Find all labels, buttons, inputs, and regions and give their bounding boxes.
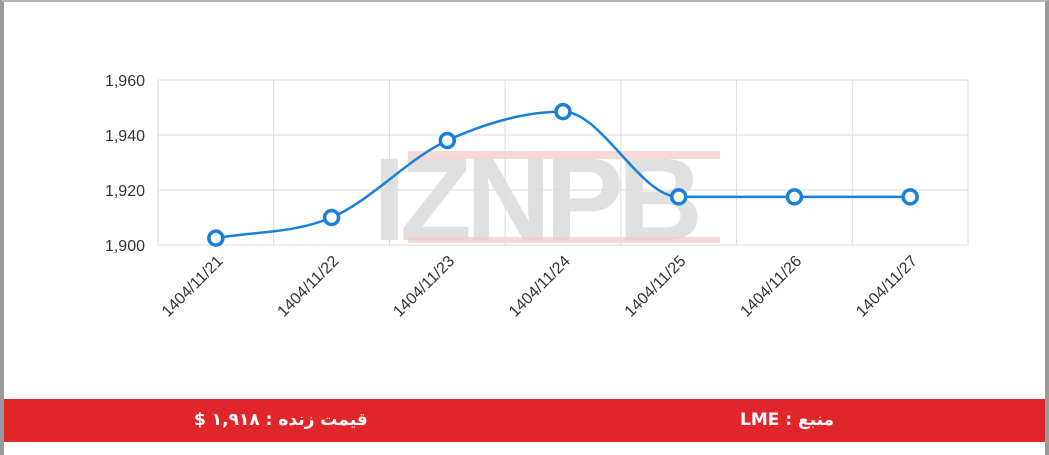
watermark-stripe: [408, 151, 720, 159]
x-tick-label: 1404/11/22: [275, 253, 343, 321]
x-tick-label: 1404/11/27: [853, 253, 921, 321]
data-point: [207, 229, 225, 247]
data-point: [669, 188, 688, 206]
live-price-label: قیمت زنده : ۱,۹۱۸ $: [194, 410, 368, 430]
data-point: [322, 208, 341, 227]
y-tick-label: 1,960: [105, 73, 145, 90]
bottom-strip: [4, 442, 1045, 455]
source-label: منبع : LME: [740, 410, 835, 430]
data-point: [554, 102, 572, 121]
y-tick-label: 1,940: [105, 128, 145, 145]
watermark-stripe: [408, 237, 720, 243]
x-tick-label: 1404/11/21: [159, 253, 227, 321]
y-tick-label: 1,900: [105, 238, 145, 255]
data-point: [438, 131, 457, 150]
data-point: [785, 188, 804, 206]
data-point: [901, 188, 919, 206]
footer-bar: قیمت زنده : ۱,۹۱۸ $ منبع : LME: [4, 399, 1045, 442]
x-tick-label: 1404/11/26: [737, 253, 805, 321]
y-tick-label: 1,920: [105, 183, 145, 200]
